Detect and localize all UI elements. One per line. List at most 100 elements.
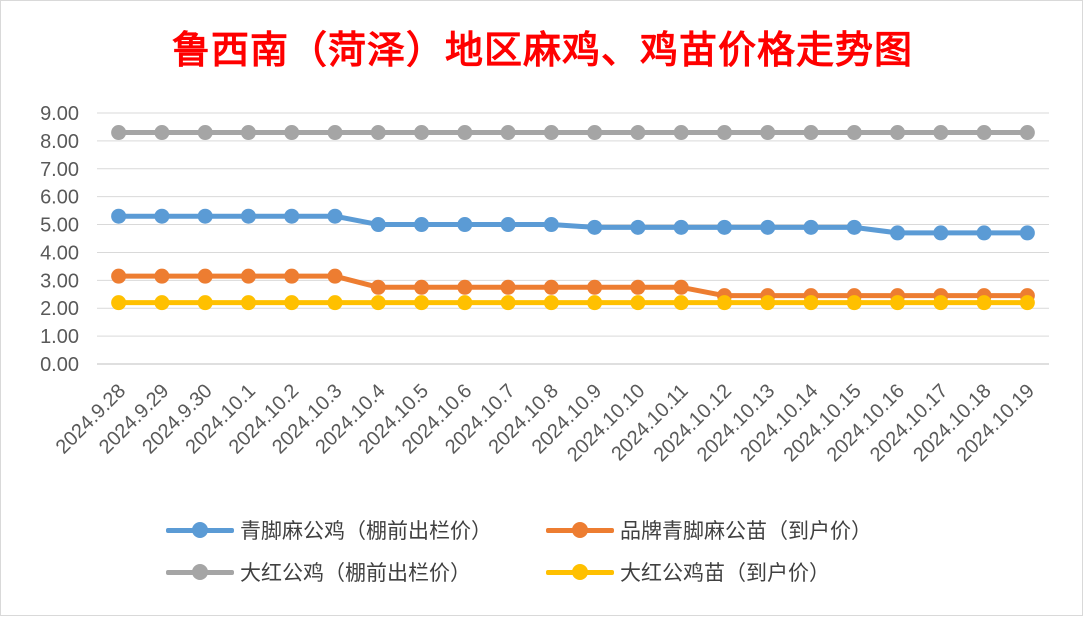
- data-point: [760, 219, 776, 235]
- series-4: [111, 295, 1035, 311]
- data-point: [111, 268, 127, 284]
- data-point: [240, 208, 256, 224]
- data-point: [500, 279, 516, 295]
- data-point: [457, 217, 473, 233]
- data-point: [543, 295, 559, 311]
- data-point: [370, 125, 386, 141]
- data-point: [933, 295, 949, 311]
- data-point: [370, 217, 386, 233]
- data-point: [890, 125, 906, 141]
- legend-marker-4: [546, 555, 614, 589]
- data-point: [197, 125, 213, 141]
- data-point: [803, 219, 819, 235]
- data-point: [414, 279, 430, 295]
- data-point: [587, 279, 603, 295]
- data-point: [890, 295, 906, 311]
- data-point: [933, 125, 949, 141]
- y-tick-label: 5.00: [40, 215, 79, 237]
- data-point: [933, 225, 949, 241]
- data-point: [197, 295, 213, 311]
- data-point: [1019, 295, 1035, 311]
- data-point: [543, 125, 559, 141]
- data-point: [543, 279, 559, 295]
- legend-label-4: 大红公鸡苗（到户价）: [620, 561, 830, 585]
- legend-label-1: 青脚麻公鸡（棚前出栏价）: [240, 519, 492, 543]
- y-tick-label: 3.00: [40, 270, 79, 292]
- chart-title: 鲁西南（菏泽）地区麻鸡、鸡苗价格走势图: [171, 27, 913, 72]
- data-point: [500, 217, 516, 233]
- data-point: [976, 295, 992, 311]
- data-point: [673, 279, 689, 295]
- data-point: [154, 295, 170, 311]
- y-tick-label: 1.00: [40, 326, 79, 348]
- data-point: [284, 125, 300, 141]
- data-point: [154, 268, 170, 284]
- data-point: [716, 219, 732, 235]
- data-point: [760, 295, 776, 311]
- x-axis-ticks: 2024.9.282024.9.292024.9.302024.10.12024…: [52, 380, 1039, 466]
- legend-item-1: 青脚麻公鸡（棚前出栏价）: [166, 513, 492, 547]
- data-point: [327, 208, 343, 224]
- legend-marker-2: [546, 513, 614, 547]
- data-point: [240, 295, 256, 311]
- y-tick-label: 6.00: [40, 187, 79, 209]
- data-point: [284, 295, 300, 311]
- legend-item-3: 大红公鸡（棚前出栏价）: [166, 555, 471, 589]
- data-point: [414, 125, 430, 141]
- series-line: [116, 213, 1030, 236]
- data-point: [327, 295, 343, 311]
- data-point: [284, 268, 300, 284]
- data-point: [803, 295, 819, 311]
- data-point: [111, 125, 127, 141]
- gridlines: [97, 112, 1049, 365]
- data-point: [846, 295, 862, 311]
- data-point: [284, 208, 300, 224]
- data-point: [1019, 225, 1035, 241]
- data-point: [846, 125, 862, 141]
- data-point: [1019, 125, 1035, 141]
- series-line: [116, 273, 1030, 299]
- data-point: [111, 295, 127, 311]
- data-point: [154, 125, 170, 141]
- y-tick-label: 2.00: [40, 298, 79, 320]
- data-point: [457, 279, 473, 295]
- data-point: [154, 208, 170, 224]
- data-point: [414, 217, 430, 233]
- data-point: [197, 208, 213, 224]
- data-point: [500, 295, 516, 311]
- data-point: [760, 125, 776, 141]
- data-point: [890, 225, 906, 241]
- data-point: [587, 125, 603, 141]
- data-point: [630, 219, 646, 235]
- data-point: [370, 279, 386, 295]
- y-axis-ticks: 0.00 1.00 2.00 3.00 4.00 5.00 6.00 7.00 8.00 9.00: [40, 103, 79, 376]
- data-point: [630, 279, 646, 295]
- data-point: [457, 295, 473, 311]
- data-point: [630, 125, 646, 141]
- data-point: [197, 268, 213, 284]
- data-point: [414, 295, 430, 311]
- data-point: [543, 217, 559, 233]
- data-point: [630, 295, 646, 311]
- y-tick-label: 4.00: [40, 242, 79, 264]
- series-lines: [111, 125, 1035, 311]
- data-point: [500, 125, 516, 141]
- legend-marker-3: [166, 555, 234, 589]
- y-tick-label: 0.00: [40, 354, 79, 376]
- legend-marker-1: [166, 513, 234, 547]
- data-point: [673, 125, 689, 141]
- data-point: [370, 295, 386, 311]
- y-tick-label: 8.00: [40, 131, 79, 153]
- data-point: [457, 125, 473, 141]
- data-point: [716, 295, 732, 311]
- data-point: [673, 219, 689, 235]
- y-tick-label: 9.00: [40, 103, 79, 125]
- data-point: [976, 225, 992, 241]
- data-point: [587, 295, 603, 311]
- legend: 青脚麻公鸡（棚前出栏价） 品牌青脚麻公苗（到户价） 大红公鸡（棚前出栏价） 大红…: [166, 513, 946, 593]
- data-point: [803, 125, 819, 141]
- data-point: [587, 219, 603, 235]
- y-tick-label: 7.00: [40, 159, 79, 181]
